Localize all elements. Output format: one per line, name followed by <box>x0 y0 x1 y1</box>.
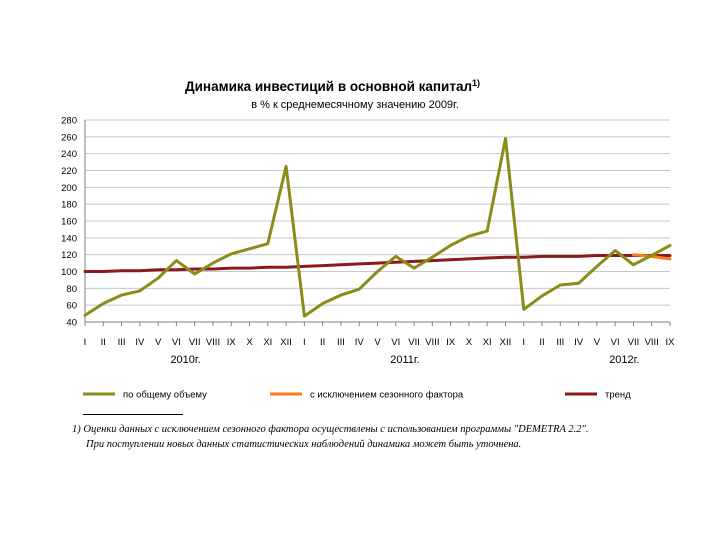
legend-label: с исключением сезонного фактора <box>310 390 464 401</box>
x-tick-label: IV <box>135 337 145 348</box>
axes <box>84 120 671 326</box>
x-tick-label: V <box>594 337 601 348</box>
x-axis-tick-labels: I II III IV V VI VII VIII IX X XI XII I II III IV V VI VII… <box>84 337 675 348</box>
y-tick-label: 220 <box>61 166 77 177</box>
chart-subtitle: в % к среднемесячному значению 2009г. <box>251 99 459 111</box>
y-tick-label: 200 <box>61 183 77 194</box>
year-label: 2011г. <box>390 354 419 366</box>
x-tick-label: VII <box>189 337 201 348</box>
x-tick-label: VI <box>172 337 181 348</box>
x-tick-label: I <box>84 337 87 348</box>
y-axis-tick-labels: 40 60 80 100 120 140 160 180 200 220 240 260 280 <box>61 116 77 329</box>
x-tick-label: I <box>522 337 525 348</box>
y-tick-label: 260 <box>61 132 77 143</box>
legend-label: по общему объему <box>123 390 207 401</box>
footnote-divider <box>83 414 183 415</box>
y-tick-label: 80 <box>66 284 77 295</box>
x-tick-label: X <box>246 337 253 348</box>
x-tick-label: VI <box>391 337 400 348</box>
x-tick-label: III <box>556 337 564 348</box>
y-tick-label: 100 <box>61 267 77 278</box>
series-line-1 <box>83 137 672 318</box>
data-series <box>83 137 672 318</box>
x-tick-label: II <box>539 337 544 348</box>
footnote: 1) Оценки данных с исключением сезонного… <box>72 422 692 452</box>
x-tick-label: VIII <box>425 337 439 348</box>
y-tick-label: 140 <box>61 233 77 244</box>
x-tick-label: I <box>303 337 306 348</box>
x-tick-label: VIII <box>645 337 659 348</box>
investment-line-chart: Динамика инвестиций в основной капитал1)… <box>61 78 675 401</box>
series-line-3 <box>83 254 672 273</box>
x-tick-label: VI <box>611 337 620 348</box>
y-tick-label: 120 <box>61 250 77 261</box>
y-tick-label: 280 <box>61 116 77 127</box>
y-tick-label: 180 <box>61 200 77 211</box>
y-tick-label: 60 <box>66 301 77 312</box>
y-tick-label: 240 <box>61 149 77 160</box>
x-tick-label: III <box>118 337 126 348</box>
x-tick-label: IX <box>227 337 237 348</box>
x-tick-label: XII <box>500 337 512 348</box>
chart-title-footnote-mark: 1) <box>472 78 480 88</box>
x-tick-label: VII <box>628 337 640 348</box>
x-tick-label: XII <box>280 337 292 348</box>
y-tick-label: 160 <box>61 217 77 228</box>
x-tick-label: II <box>320 337 325 348</box>
x-tick-label: VIII <box>206 337 220 348</box>
chart-title-text: Динамика инвестиций в основной капитал <box>185 79 472 94</box>
x-tick-label: XI <box>263 337 272 348</box>
chart-title: Динамика инвестиций в основной капитал1) <box>185 78 480 94</box>
x-tick-label: X <box>466 337 473 348</box>
x-tick-label: VII <box>408 337 420 348</box>
footnote-line-2: При поступлении новых данных статистичес… <box>86 439 522 450</box>
x-tick-label: IV <box>355 337 365 348</box>
x-tick-label: V <box>155 337 162 348</box>
y-tick-label: 40 <box>66 318 77 329</box>
x-tick-label: III <box>337 337 345 348</box>
year-label: 2010г. <box>170 354 200 366</box>
x-tick-label: II <box>101 337 106 348</box>
x-tick-label: V <box>374 337 381 348</box>
year-label: 2012г. <box>609 354 639 366</box>
x-tick-label: IX <box>666 337 676 348</box>
footnote-line-1: 1) Оценки данных с исключением сезонного… <box>72 424 589 435</box>
x-tick-label: IV <box>574 337 584 348</box>
legend-label: тренд <box>605 390 631 401</box>
legend: по общему объему с исключением сезонного … <box>83 390 631 401</box>
x-axis-year-labels: 2010г. 2011г. 2012г. <box>170 354 639 366</box>
x-tick-label: IX <box>446 337 456 348</box>
x-tick-label: XI <box>483 337 492 348</box>
grid-lines <box>85 119 670 306</box>
